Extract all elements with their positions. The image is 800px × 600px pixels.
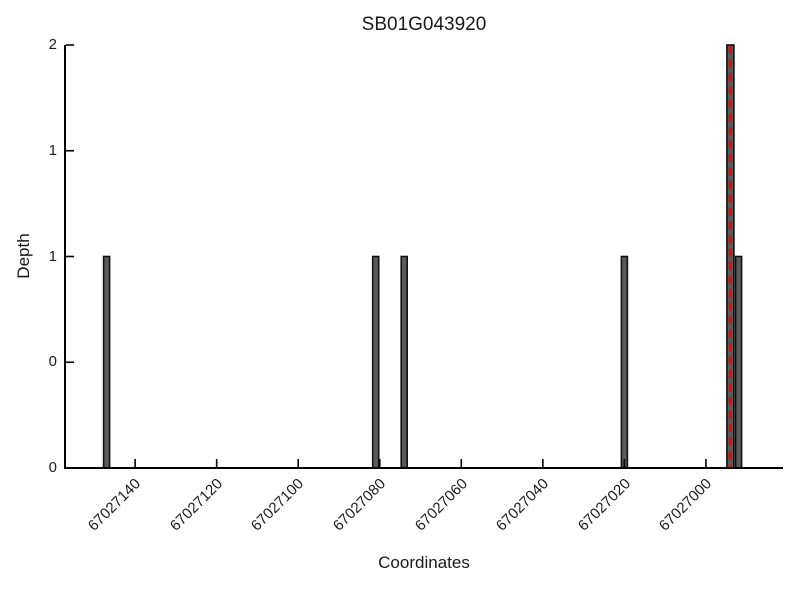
depth-bar bbox=[734, 255, 743, 469]
x-axis-label: Coordinates bbox=[378, 553, 470, 572]
y-tick-label: 1 bbox=[48, 141, 57, 159]
y-tick-label: 0 bbox=[48, 459, 57, 476]
depth-bar bbox=[620, 255, 629, 469]
chart-title: SB01G043920 bbox=[361, 14, 487, 35]
depth-bar bbox=[102, 255, 111, 469]
depth-bar bbox=[400, 255, 409, 469]
y-tick-label: 0 bbox=[48, 353, 57, 371]
y-tick-label: 1 bbox=[48, 247, 57, 265]
y-tick-label: 2 bbox=[48, 36, 57, 53]
depth-bar bbox=[371, 255, 380, 469]
